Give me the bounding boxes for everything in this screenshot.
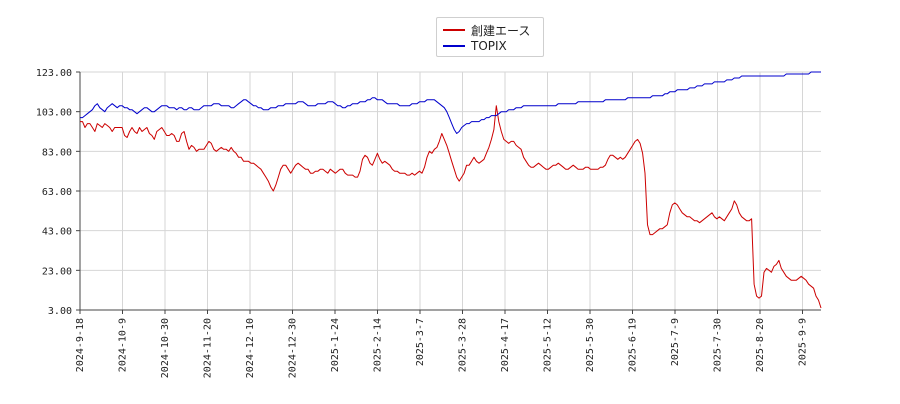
x-tick-labels: 2024-9-18 2024-10-9 2024-10-30 2024-11-20 20…	[75, 318, 809, 378]
x-tick-label: 2025-5-30	[585, 318, 596, 372]
legend-item-series-1: 創建エース	[443, 22, 530, 38]
y-tick-label: 123.00	[36, 68, 72, 79]
y-tick-label: 3.00	[48, 306, 72, 317]
series-lines	[80, 71, 822, 309]
y-tick-label: 63.00	[42, 187, 72, 198]
x-tick-label: 2025-8-20	[755, 318, 766, 372]
x-tick-label: 2024-12-10	[245, 318, 256, 378]
series-line-1	[80, 105, 822, 309]
x-tick-label: 2024-11-20	[203, 318, 214, 378]
legend-label-series-1: 創建エース	[471, 23, 531, 38]
y-tick-label: 83.00	[42, 147, 72, 158]
x-tick-label: 2024-9-18	[75, 318, 86, 372]
legend: 創建エース TOPIX	[436, 17, 544, 57]
x-tick-label: 2025-9-9	[798, 318, 809, 366]
x-tick-label: 2025-7-9	[670, 318, 681, 366]
x-tick-label: 2024-10-30	[160, 318, 171, 378]
legend-swatch-series-2	[443, 45, 465, 47]
x-tick-label: 2025-3-7	[415, 318, 426, 366]
legend-swatch-series-1	[443, 29, 465, 31]
axes	[76, 71, 821, 314]
y-tick-label: 23.00	[42, 266, 72, 277]
x-tick-label: 2024-10-9	[118, 318, 129, 372]
x-tick-label: 2025-7-30	[713, 318, 724, 372]
x-tick-label: 2025-4-17	[500, 318, 511, 372]
y-tick-label: 43.00	[42, 227, 72, 238]
y-tick-label: 103.00	[36, 108, 72, 119]
series-line-2	[80, 71, 821, 134]
x-tick-label: 2025-6-19	[628, 318, 639, 372]
x-tick-label: 2024-12-30	[288, 318, 299, 378]
legend-label-series-2: TOPIX	[471, 39, 507, 53]
legend-item-series-2: TOPIX	[443, 38, 507, 54]
x-tick-label: 2025-1-24	[330, 318, 341, 372]
x-tick-label: 2025-5-12	[543, 318, 554, 372]
grid	[79, 71, 821, 311]
x-tick-label: 2025-2-14	[373, 318, 384, 372]
y-tick-labels: 3.00 23.00 43.00 63.00 83.00 103.00 123.00	[36, 68, 72, 317]
x-tick-label: 2025-3-28	[458, 318, 469, 372]
